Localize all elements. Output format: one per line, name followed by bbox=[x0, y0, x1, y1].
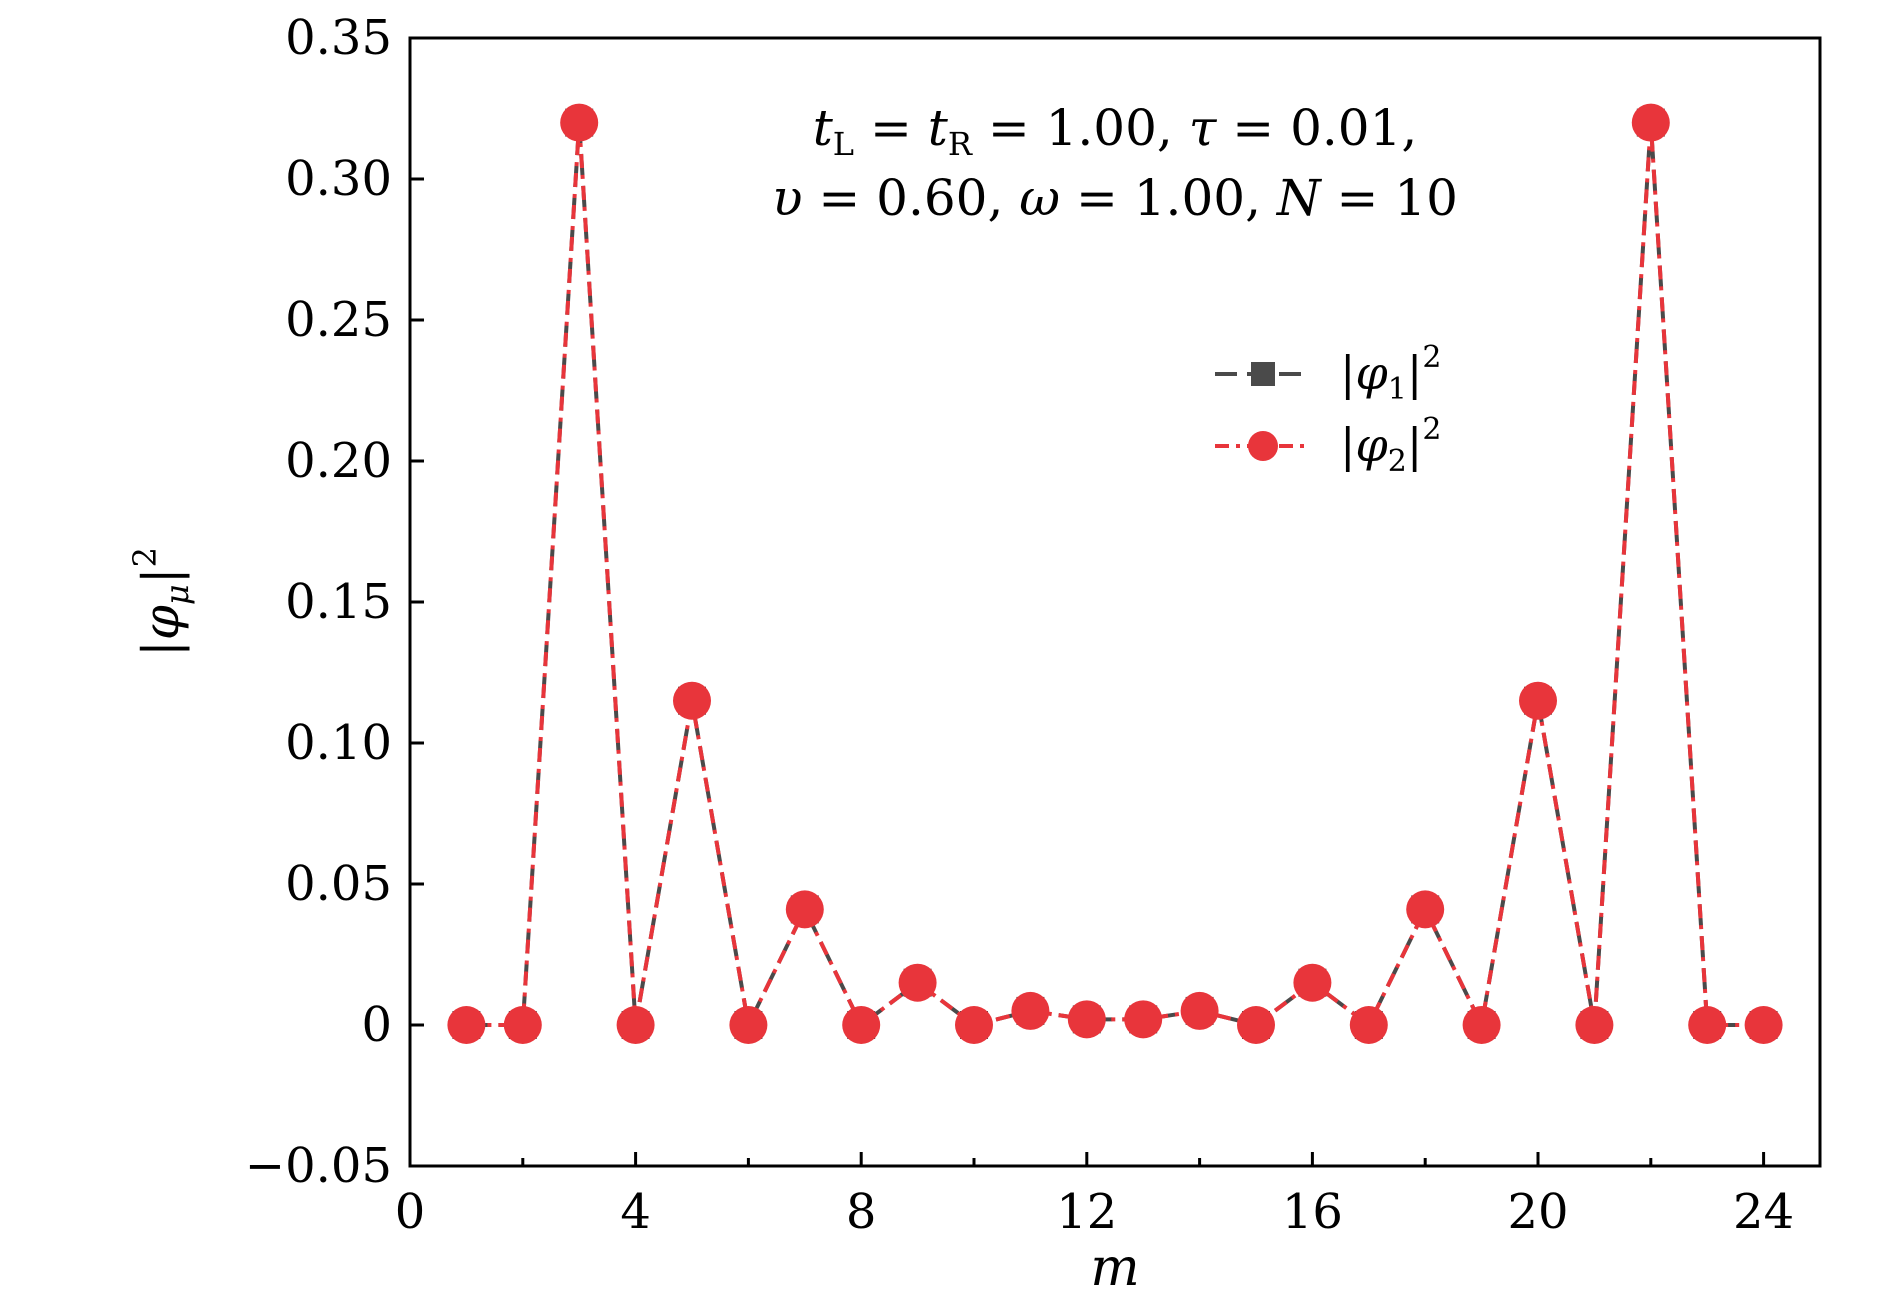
data-point-circle bbox=[1631, 103, 1670, 142]
series-line-1 bbox=[466, 122, 1764, 1032]
data-point-circle bbox=[1124, 1000, 1163, 1039]
y-tick-label: 0 bbox=[361, 997, 392, 1053]
data-point-circle bbox=[729, 1006, 768, 1044]
parameter-annotation: tL = tR = 1.00, τ = 0.01, υ = 0.60, ω = … bbox=[772, 99, 1458, 227]
plot-frame bbox=[408, 36, 1822, 1168]
data-point-circle bbox=[673, 681, 711, 720]
legend-square-marker bbox=[1251, 362, 1275, 386]
legend-label-phi1: |φ1|2 bbox=[1340, 340, 1441, 407]
x-tick-label: 4 bbox=[620, 1184, 651, 1240]
x-tick-label: 12 bbox=[1056, 1184, 1117, 1240]
y-tick-label: −0.05 bbox=[245, 1138, 392, 1194]
x-tick-label: 24 bbox=[1733, 1184, 1794, 1240]
x-tick-label: 20 bbox=[1507, 1184, 1568, 1240]
data-point-circle bbox=[1744, 1006, 1783, 1044]
data-point-circle bbox=[616, 1006, 655, 1044]
data-point-circle bbox=[1575, 1006, 1614, 1044]
data-point-circle bbox=[1349, 1006, 1388, 1044]
y-tick-label: 0.05 bbox=[285, 856, 392, 912]
data-point-circle bbox=[1688, 1006, 1727, 1044]
data-point-circle bbox=[1462, 1006, 1501, 1044]
legend-circle-marker bbox=[1248, 431, 1278, 461]
data-point-circle bbox=[1519, 681, 1557, 720]
annotation-line-2: υ = 0.60, ω = 1.00, N = 10 bbox=[772, 169, 1458, 227]
data-point-circle bbox=[955, 1006, 993, 1044]
data-point-circle bbox=[1293, 963, 1332, 1002]
y-tick-label: 0.20 bbox=[285, 433, 392, 489]
x-axis-label: m bbox=[1090, 1238, 1139, 1298]
legend: |φ1|2 |φ2|2 bbox=[1215, 340, 1441, 479]
legend-item-phi2: |φ2|2 bbox=[1215, 412, 1441, 479]
y-tick-label: 0.35 bbox=[285, 10, 392, 66]
x-tick-label: 16 bbox=[1282, 1184, 1343, 1240]
y-tick-label: 0.15 bbox=[285, 574, 392, 630]
data-point-circle bbox=[560, 103, 599, 142]
data-point-circle bbox=[1180, 991, 1219, 1030]
data-point-circle bbox=[1237, 1006, 1275, 1044]
data-point-circle bbox=[842, 1006, 881, 1044]
y-tick-label: 0.25 bbox=[285, 292, 392, 348]
axis-ticks: 0 4 8 12 16 20 24−0.0500.050.100.150.200.250.3… bbox=[245, 10, 1794, 1240]
y-tick-label: 0.10 bbox=[285, 715, 392, 771]
data-point-circle bbox=[447, 1006, 486, 1044]
annotation-line-1: tL = tR = 1.00, τ = 0.01, bbox=[813, 99, 1418, 163]
legend-item-phi1: |φ1|2 bbox=[1215, 340, 1441, 407]
y-tick-label: 0.30 bbox=[285, 151, 392, 207]
data-point-circle bbox=[1406, 890, 1445, 929]
data-point-circle bbox=[898, 963, 937, 1002]
data-point-circle bbox=[1067, 1000, 1106, 1039]
series-line-2 bbox=[466, 122, 1764, 1032]
data-point-circle bbox=[503, 1006, 542, 1044]
y-axis-label: |φμ|2 bbox=[126, 547, 196, 657]
data-point-circle bbox=[1011, 991, 1050, 1030]
legend-label-phi2: |φ2|2 bbox=[1340, 412, 1441, 479]
x-tick-label: 8 bbox=[846, 1184, 877, 1240]
plot-series bbox=[447, 103, 1783, 1044]
data-point-circle bbox=[785, 890, 824, 929]
x-tick-label: 0 bbox=[395, 1184, 426, 1240]
